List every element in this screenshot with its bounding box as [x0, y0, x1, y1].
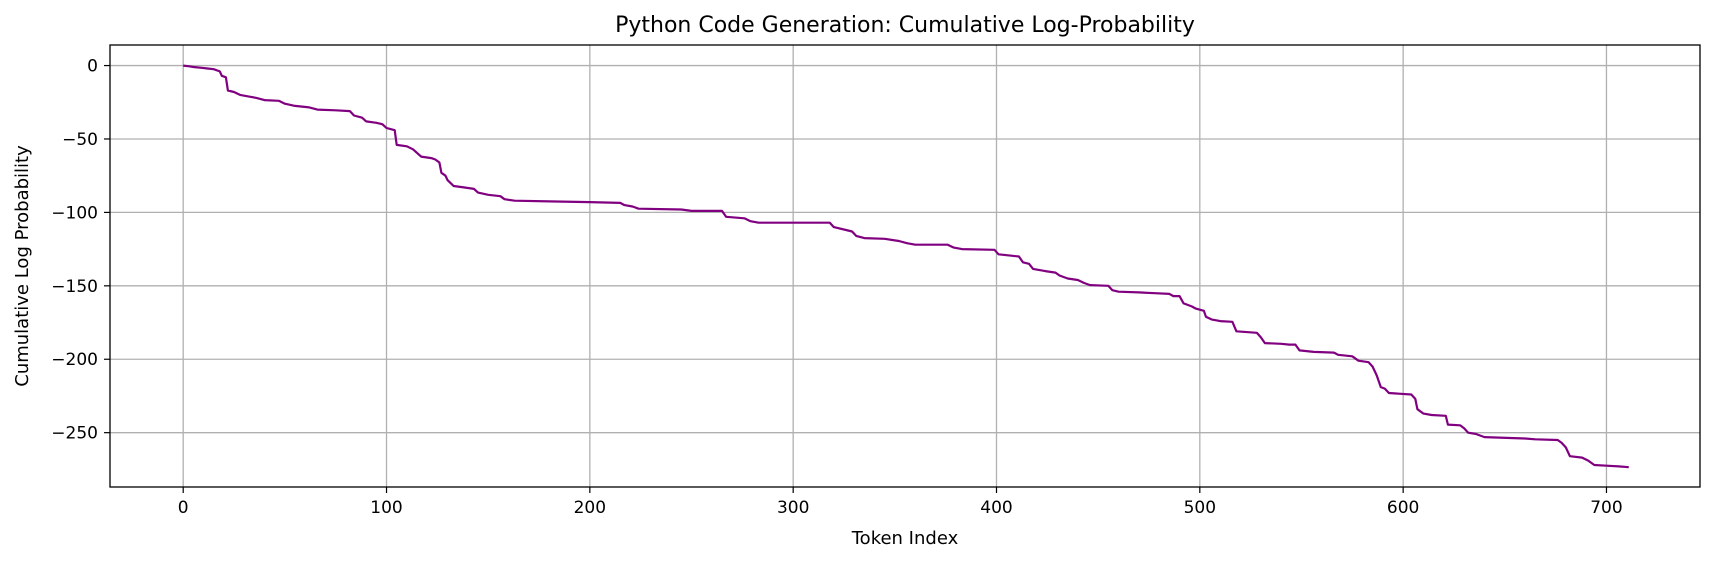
y-tick-label: −150 [51, 277, 98, 297]
x-tick-label: 600 [1387, 498, 1419, 518]
y-tick-label: 0 [87, 57, 98, 77]
series-line-0 [183, 64, 1629, 469]
y-tick-label: −50 [62, 130, 98, 150]
plot-frame [109, 44, 1701, 488]
x-tick-label: 700 [1590, 498, 1622, 518]
x-tick-label: 500 [1184, 498, 1216, 518]
x-axis-ticks: 0 100 200 300 400 500 600 700 [178, 487, 1623, 518]
x-tick-label: 200 [574, 498, 606, 518]
grid-lines [110, 45, 1700, 487]
chart-title: Python Code Generation: Cumulative Log-P… [615, 13, 1195, 38]
y-tick-label: −200 [51, 350, 98, 370]
y-axis-label: Cumulative Log Probability [12, 145, 33, 387]
x-tick-label: 0 [178, 498, 189, 518]
x-axis-label: Token Index [851, 528, 959, 549]
y-tick-label: −100 [51, 203, 98, 223]
x-tick-label: 100 [370, 498, 402, 518]
series-layer [183, 64, 1629, 469]
y-tick-label: −250 [51, 424, 98, 444]
y-axis-ticks: 0 −50 −100 −150 −200 −250 [51, 57, 110, 444]
x-tick-label: 400 [980, 498, 1012, 518]
x-tick-label: 300 [777, 498, 809, 518]
